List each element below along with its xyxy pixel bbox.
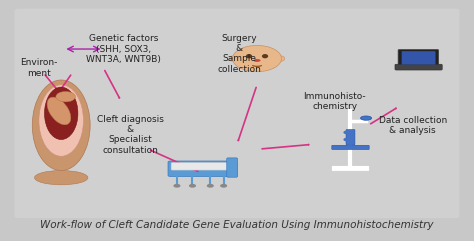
Ellipse shape xyxy=(39,85,83,156)
Circle shape xyxy=(233,46,282,72)
Text: Data collection
& analysis: Data collection & analysis xyxy=(379,116,447,135)
Circle shape xyxy=(343,138,350,141)
Circle shape xyxy=(220,184,227,188)
FancyBboxPatch shape xyxy=(168,161,237,176)
Circle shape xyxy=(56,91,75,102)
Text: Environ-
ment: Environ- ment xyxy=(20,58,58,78)
FancyBboxPatch shape xyxy=(346,130,355,145)
Ellipse shape xyxy=(278,56,284,61)
FancyBboxPatch shape xyxy=(227,158,237,177)
Ellipse shape xyxy=(47,97,71,125)
Ellipse shape xyxy=(262,54,268,58)
Circle shape xyxy=(343,131,350,134)
Ellipse shape xyxy=(35,171,88,185)
Ellipse shape xyxy=(229,56,236,61)
Circle shape xyxy=(189,184,196,188)
Ellipse shape xyxy=(45,87,78,140)
FancyBboxPatch shape xyxy=(331,166,370,171)
Text: Genetic factors
(SHH, SOX3,
WNT3A, WNT9B): Genetic factors (SHH, SOX3, WNT3A, WNT9B… xyxy=(86,34,161,64)
Text: Work-flow of Cleft Candidate Gene Evaluation Using Immunohistochemistry: Work-flow of Cleft Candidate Gene Evalua… xyxy=(40,220,434,230)
FancyBboxPatch shape xyxy=(15,8,459,218)
Text: Immunohisto-
chemistry: Immunohisto- chemistry xyxy=(304,92,366,111)
FancyBboxPatch shape xyxy=(171,163,236,170)
Ellipse shape xyxy=(32,80,90,171)
Ellipse shape xyxy=(246,54,252,58)
Circle shape xyxy=(207,184,214,188)
Circle shape xyxy=(173,184,181,188)
FancyBboxPatch shape xyxy=(395,64,442,70)
Ellipse shape xyxy=(254,59,261,62)
Text: Surgery
&
Sample
collection: Surgery & Sample collection xyxy=(217,34,261,74)
Ellipse shape xyxy=(361,116,372,120)
Text: Cleft diagnosis
&
Specialist
consultation: Cleft diagnosis & Specialist consultatio… xyxy=(97,115,164,155)
FancyBboxPatch shape xyxy=(401,51,436,65)
FancyBboxPatch shape xyxy=(398,49,438,67)
FancyBboxPatch shape xyxy=(332,145,369,150)
